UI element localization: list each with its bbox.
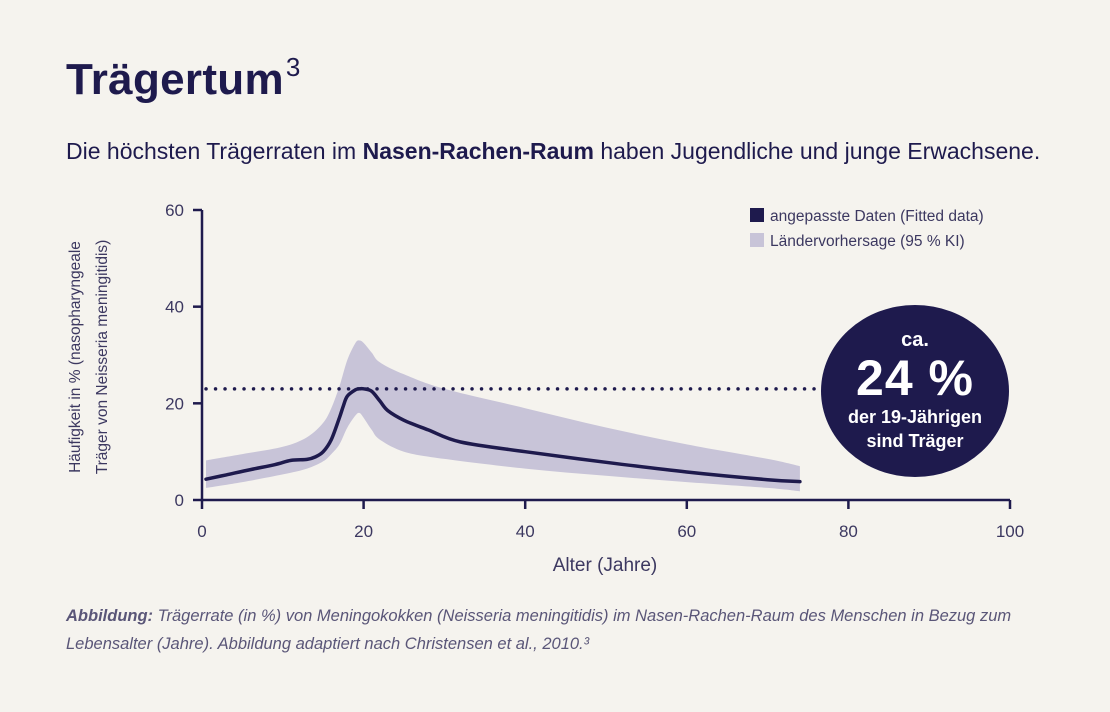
x-tick-label-40: 40 (516, 522, 535, 541)
figure-caption: Abbildung: Trägerrate (in %) von Meningo… (66, 602, 1046, 658)
caption-label: Abbildung: (66, 607, 154, 625)
legend-label-fitted: angepasste Daten (Fitted data) (770, 208, 984, 225)
title-footnote-marker: 3 (285, 52, 301, 82)
y-axis-label-line1: Häufigkeit in % (nasopharyngeale (67, 241, 84, 473)
badge-text-line2: sind Träger (866, 431, 964, 451)
y-tick-label-0: 0 (175, 491, 184, 510)
y-tick-label-60: 60 (165, 201, 184, 220)
fitted-data-line (204, 386, 802, 484)
x-tick-label-20: 20 (354, 522, 373, 541)
y-tick-label-40: 40 (165, 298, 184, 317)
subtitle-post: haben Jugendliche und junge Erwachsene. (593, 138, 1041, 164)
subtitle-bold: Nasen-Rachen-Raum (362, 138, 594, 164)
legend-swatch-fitted (750, 208, 764, 222)
badge-text-line1: der 19-Jährigen (847, 407, 983, 427)
x-tick-label-80: 80 (839, 522, 858, 541)
badge-prefix: ca. (901, 329, 929, 351)
y-tick-label-20: 20 (165, 394, 184, 413)
carriage-chart: Häufigkeit in % (nasopharyngeale Träger … (67, 201, 1024, 576)
subtitle: Die höchsten Trägerraten im Nasen-Rachen… (66, 138, 1040, 165)
subtitle-pre: Die höchsten Trägerraten im (66, 138, 363, 164)
caption-text: Trägerrate (in %) von Meningokokken (Nei… (66, 607, 1012, 653)
confidence-band (206, 340, 800, 492)
x-axis-label: Alter (Jahre) (553, 555, 658, 576)
x-tick-label-0: 0 (197, 522, 206, 541)
legend-label-band: Ländervorhersage (95 % KI) (770, 233, 965, 250)
badge-percentage: 24 % (856, 350, 974, 406)
y-axis-label-line2: Träger von Neisseria meningitidis) (94, 240, 111, 475)
page-title: Trägertum3 (66, 52, 301, 104)
x-tick-label-100: 100 (996, 522, 1024, 541)
legend-swatch-band (750, 233, 764, 247)
x-tick-label-60: 60 (677, 522, 696, 541)
highlight-badge: ca. 24 % der 19-Jährigen sind Träger (821, 305, 1009, 477)
